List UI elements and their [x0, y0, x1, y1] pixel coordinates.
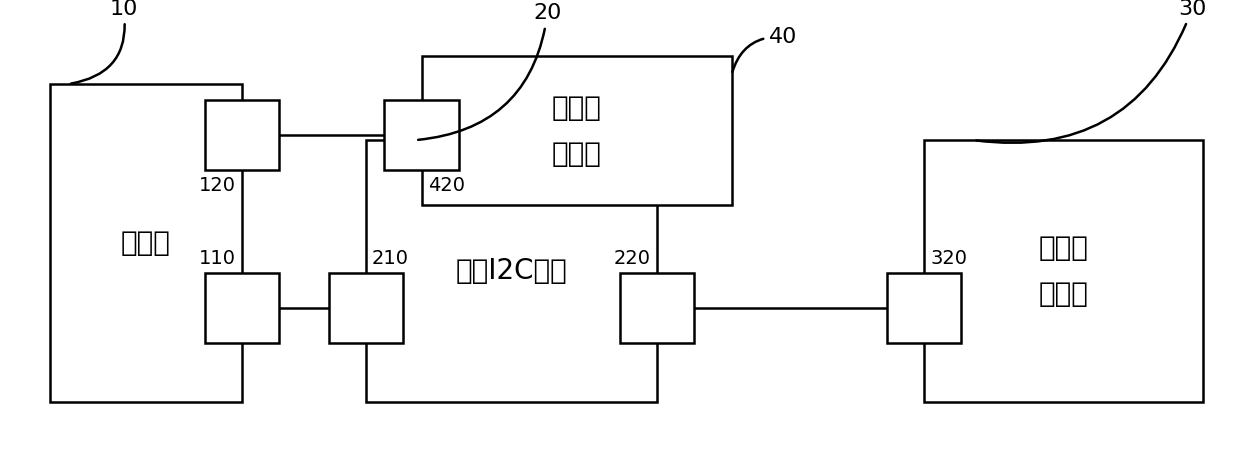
Text: 420: 420: [428, 176, 465, 195]
Text: 30: 30: [976, 0, 1207, 143]
Text: 210: 210: [372, 248, 409, 268]
Text: 转换I2C装置: 转换I2C装置: [455, 257, 568, 285]
Text: 第二外
围器件: 第二外 围器件: [1038, 234, 1089, 308]
Bar: [329, 273, 403, 343]
Bar: [620, 273, 694, 343]
Bar: [924, 140, 1203, 402]
Bar: [50, 84, 242, 402]
Text: 20: 20: [418, 3, 562, 140]
Text: 320: 320: [930, 248, 967, 268]
Bar: [422, 56, 732, 205]
Bar: [366, 140, 657, 402]
Text: 第一外
围器件: 第一外 围器件: [552, 94, 601, 168]
Text: 120: 120: [198, 176, 236, 195]
Bar: [205, 273, 279, 343]
Bar: [205, 100, 279, 170]
Text: 10: 10: [71, 0, 138, 84]
Text: 220: 220: [614, 248, 651, 268]
Bar: [384, 100, 459, 170]
Text: 主器件: 主器件: [120, 229, 171, 257]
Text: 40: 40: [733, 27, 797, 72]
Bar: [887, 273, 961, 343]
Text: 110: 110: [198, 248, 236, 268]
